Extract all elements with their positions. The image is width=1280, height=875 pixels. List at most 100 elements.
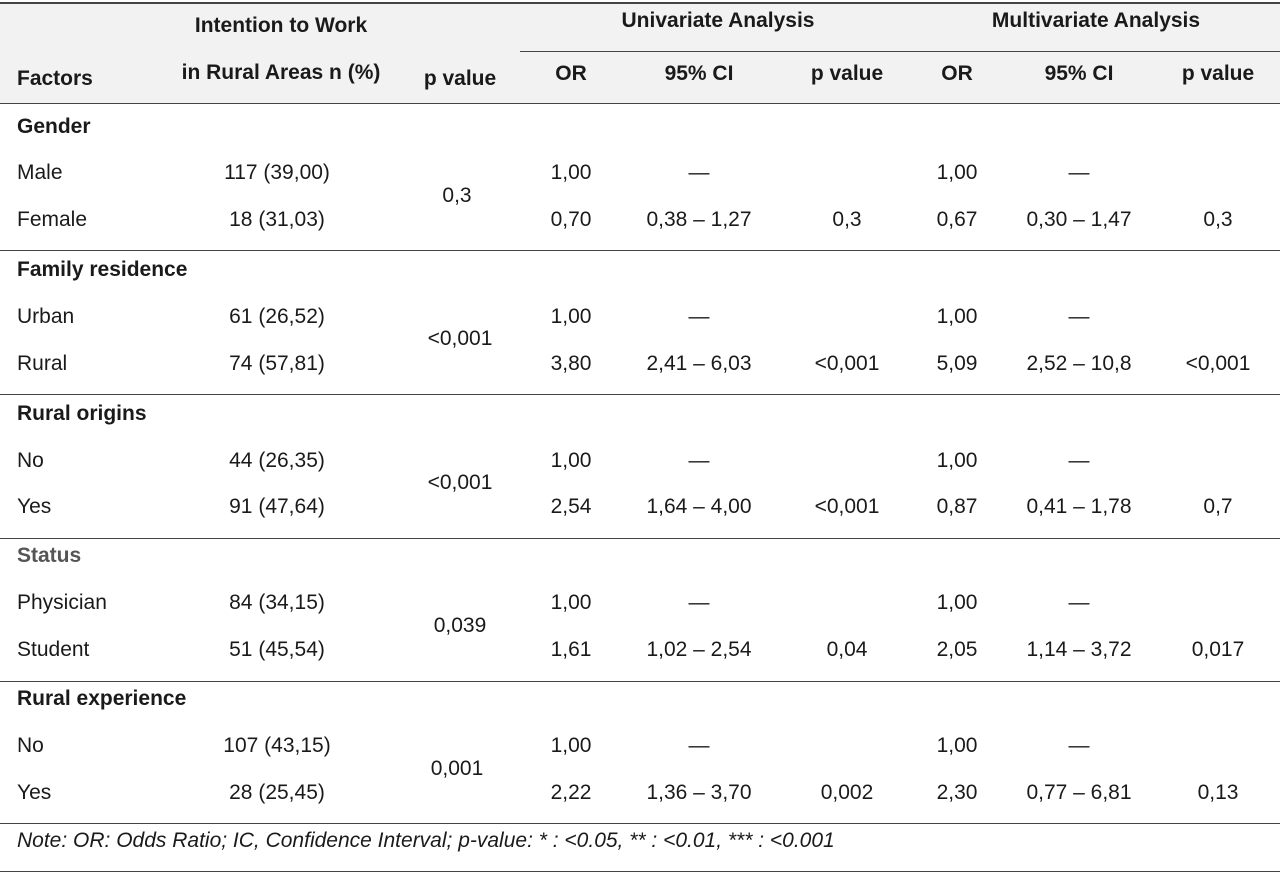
row-multivariate-ci: 0,77 – 6,81 <box>1026 781 1132 804</box>
row-multivariate-or: 1,00 <box>936 734 978 757</box>
group-pvalue: 0,039 <box>433 614 487 637</box>
row-multivariate-or: 1,00 <box>936 305 978 328</box>
header-multivariate-ci: 95% CI <box>1044 62 1114 85</box>
row-n: 91 (47,64) <box>229 495 325 518</box>
row-label: Male <box>17 161 63 184</box>
header-multivariate-or: OR <box>941 62 973 85</box>
row-univariate-or: 2,54 <box>550 495 592 518</box>
row-univariate-p: <0,001 <box>814 495 880 518</box>
row-label: Rural <box>17 352 68 375</box>
row-label: Physician <box>17 591 107 614</box>
row-multivariate-ci: 1,14 – 3,72 <box>1026 638 1132 661</box>
row-univariate-or: 1,00 <box>550 161 592 184</box>
row-n: 28 (25,45) <box>229 781 325 804</box>
row-multivariate-ci: 0,41 – 1,78 <box>1026 495 1132 518</box>
group-title-family-residence: Family residence <box>17 258 188 281</box>
row-multivariate-p: 0,017 <box>1191 638 1245 661</box>
header-bottom-rule <box>0 103 1280 104</box>
row-multivariate-or: 2,05 <box>936 638 978 661</box>
row-n: 18 (31,03) <box>229 208 325 231</box>
row-n: 107 (43,15) <box>223 734 331 757</box>
row-univariate-or: 1,00 <box>550 734 592 757</box>
row-multivariate-ci: — <box>1068 161 1090 184</box>
header-pvalue: p value <box>423 67 497 90</box>
header-univariate-pvalue: p value <box>810 62 884 85</box>
header-factors: Factors <box>17 67 93 90</box>
row-label: Student <box>17 638 90 661</box>
row-multivariate-or: 1,00 <box>936 161 978 184</box>
row-multivariate-or: 5,09 <box>936 352 978 375</box>
row-label: No <box>17 449 44 472</box>
row-univariate-ci: 1,36 – 3,70 <box>646 781 752 804</box>
group-divider <box>0 250 1280 251</box>
group-title-rural-origins: Rural origins <box>17 402 147 425</box>
row-univariate-p: 0,002 <box>820 781 874 804</box>
row-univariate-p: 0,3 <box>832 208 862 231</box>
group-pvalue: 0,001 <box>430 757 484 780</box>
row-multivariate-ci: — <box>1068 305 1090 328</box>
row-univariate-ci: — <box>688 305 710 328</box>
row-univariate-ci: — <box>688 161 710 184</box>
row-n: 84 (34,15) <box>229 591 325 614</box>
row-n: 44 (26,35) <box>229 449 325 472</box>
row-univariate-ci: — <box>688 449 710 472</box>
group-title-rural-experience: Rural experience <box>17 687 187 710</box>
row-univariate-ci: 0,38 – 1,27 <box>646 208 752 231</box>
row-multivariate-ci: — <box>1068 734 1090 757</box>
row-n: 61 (26,52) <box>229 305 325 328</box>
note-bottom-rule <box>0 871 1280 872</box>
row-univariate-or: 0,70 <box>550 208 592 231</box>
group-divider <box>0 538 1280 539</box>
group-pvalue: <0,001 <box>427 471 493 494</box>
row-multivariate-or: 2,30 <box>936 781 978 804</box>
row-univariate-ci: 2,41 – 6,03 <box>646 352 752 375</box>
group-pvalue: 0,3 <box>442 184 472 207</box>
header-univariate-or: OR <box>555 62 587 85</box>
group-pvalue: <0,001 <box>427 327 493 350</box>
row-multivariate-or: 0,67 <box>936 208 978 231</box>
header-multivariate: Multivariate Analysis <box>991 9 1201 32</box>
header-intention-line1: Intention to Work <box>194 14 368 37</box>
group-divider <box>0 681 1280 682</box>
row-univariate-p: <0,001 <box>814 352 880 375</box>
row-multivariate-ci: 0,30 – 1,47 <box>1026 208 1132 231</box>
row-multivariate-p: 0,7 <box>1203 495 1233 518</box>
row-univariate-ci: — <box>688 734 710 757</box>
group-divider <box>0 394 1280 395</box>
row-univariate-ci: — <box>688 591 710 614</box>
group-title-gender: Gender <box>17 115 91 138</box>
top-rule <box>0 2 1280 4</box>
row-multivariate-or: 1,00 <box>936 591 978 614</box>
table-note: Note: OR: Odds Ratio; IC, Confidence Int… <box>17 829 835 852</box>
row-multivariate-p: 0,3 <box>1203 208 1233 231</box>
row-univariate-or: 1,61 <box>550 638 592 661</box>
row-univariate-ci: 1,02 – 2,54 <box>646 638 752 661</box>
row-univariate-or: 1,00 <box>550 449 592 472</box>
row-n: 74 (57,81) <box>229 352 325 375</box>
header-univariate: Univariate Analysis <box>621 9 815 32</box>
row-univariate-or: 1,00 <box>550 591 592 614</box>
row-label: Female <box>17 208 88 231</box>
row-n: 117 (39,00) <box>224 161 330 184</box>
row-label: Yes <box>17 495 52 518</box>
row-label: Urban <box>17 305 75 328</box>
row-univariate-or: 1,00 <box>550 305 592 328</box>
row-univariate-p: 0,04 <box>826 638 868 661</box>
header-subrule <box>520 51 1280 52</box>
row-multivariate-ci: — <box>1068 449 1090 472</box>
row-multivariate-ci: — <box>1068 591 1090 614</box>
row-label: No <box>17 734 44 757</box>
group-title-status: Status <box>17 544 82 567</box>
row-multivariate-or: 0,87 <box>936 495 978 518</box>
row-univariate-or: 2,22 <box>550 781 592 804</box>
row-n: 51 (45,54) <box>229 638 325 661</box>
row-multivariate-p: 0,13 <box>1197 781 1239 804</box>
table-bottom-rule <box>0 823 1280 824</box>
row-multivariate-ci: 2,52 – 10,8 <box>1026 352 1132 375</box>
row-label: Yes <box>17 781 52 804</box>
header-band <box>0 2 1280 103</box>
row-univariate-ci: 1,64 – 4,00 <box>646 495 752 518</box>
header-multivariate-pvalue: p value <box>1181 62 1255 85</box>
row-multivariate-or: 1,00 <box>936 449 978 472</box>
row-multivariate-p: <0,001 <box>1185 352 1251 375</box>
